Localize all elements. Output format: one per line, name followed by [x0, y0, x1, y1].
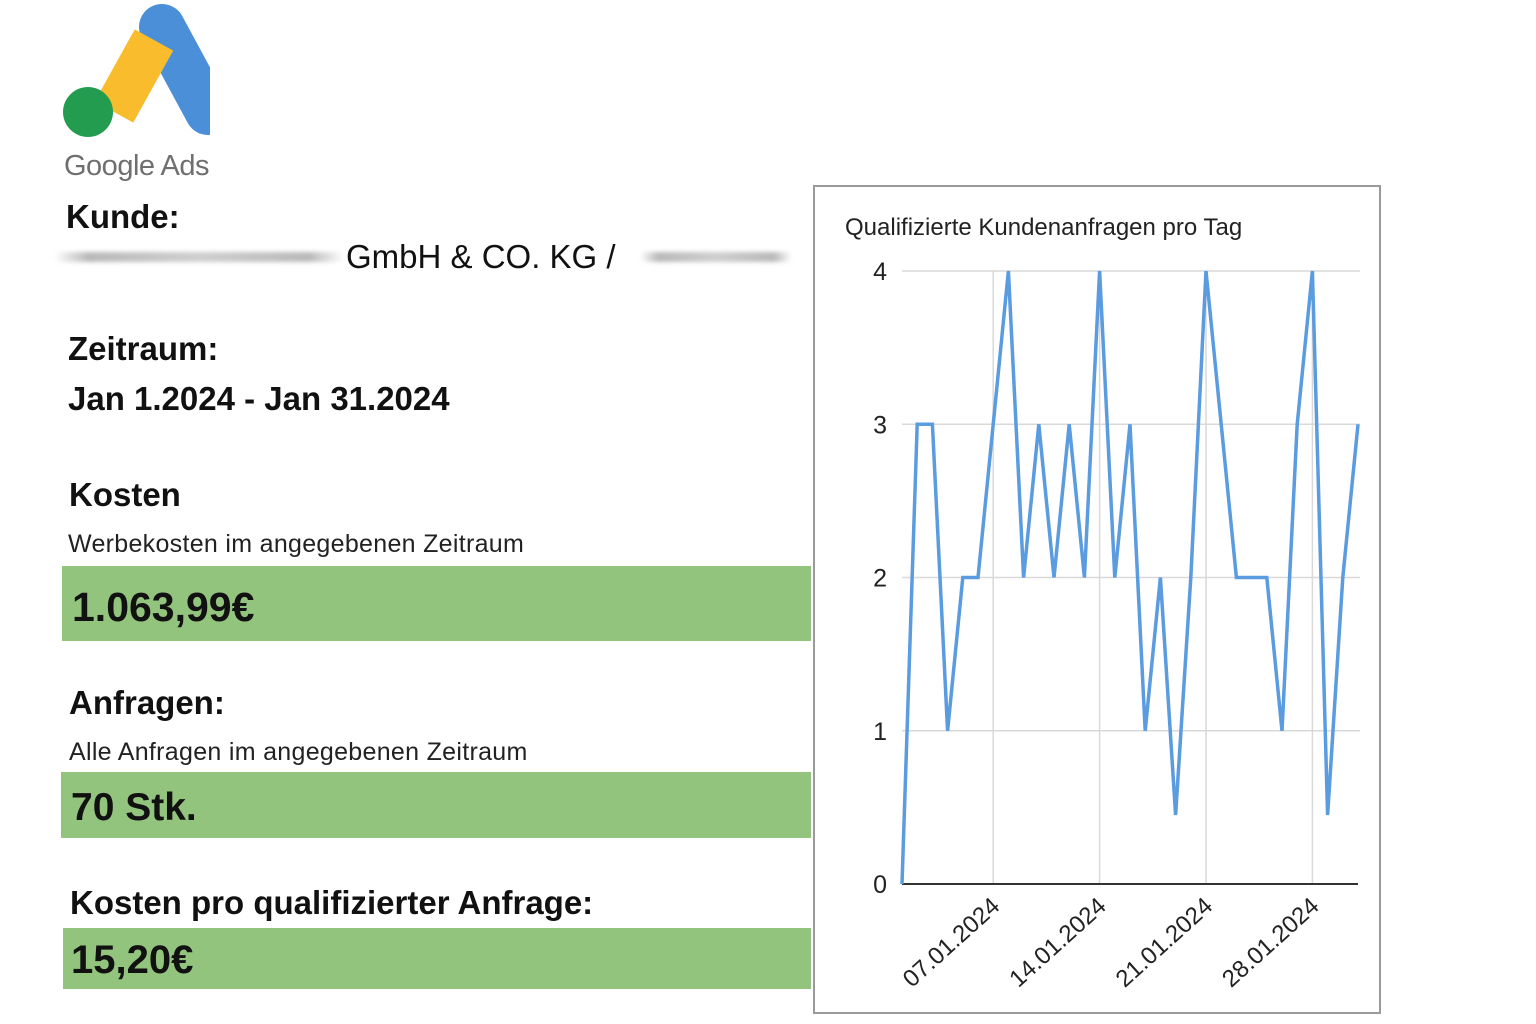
requests-description: Alle Anfragen im angegebenen Zeitraum — [69, 738, 528, 766]
series-line — [900, 270, 1360, 885]
x-tick-label: 28.01.2024 — [1217, 892, 1324, 992]
logo-blue-stroke — [139, 4, 210, 135]
client-name: GmbH & CO. KG / — [346, 238, 616, 275]
requests-box: 70 Stk. — [61, 772, 811, 838]
google-ads-logo-icon — [63, 4, 210, 137]
redacted-client-suffix — [640, 252, 792, 262]
client-name-row: GmbH & CO. KG / — [54, 238, 794, 278]
costs-description: Werbekosten im angegebenen Zeitraum — [68, 530, 525, 558]
logo-yellow-stroke — [94, 29, 174, 123]
y-tick-label: 0 — [873, 871, 887, 899]
y-tick-label: 4 — [873, 258, 887, 286]
y-tick-label: 2 — [873, 565, 887, 593]
y-tick-label: 3 — [873, 411, 887, 439]
cost-per-request-box: 15,20€ — [63, 928, 811, 989]
x-tick-label: 14.01.2024 — [1004, 892, 1111, 992]
requests-label: Anfragen: — [69, 684, 225, 721]
costs-box: 1.063,99€ — [62, 566, 811, 641]
chart-title: Qualifizierte Kundenanfragen pro Tag — [845, 214, 1242, 241]
cost-per-request-label: Kosten pro qualifizierter Anfrage: — [70, 884, 594, 921]
redacted-client-prefix — [54, 252, 344, 262]
costs-label: Kosten — [69, 476, 181, 513]
y-tick-label: 1 — [873, 718, 887, 746]
logo-green-dot — [63, 87, 113, 137]
cost-per-request-value: 15,20€ — [71, 938, 194, 982]
x-tick-label: 21.01.2024 — [1111, 892, 1218, 992]
chart-frame: Qualifizierte Kundenanfragen pro Tag 0 1 2 3… — [813, 185, 1381, 1014]
period-label: Zeitraum: — [68, 330, 219, 367]
requests-value: 70 Stk. — [71, 786, 197, 829]
costs-value: 1.063,99€ — [72, 584, 255, 630]
period-value: Jan 1.2024 - Jan 31.2024 — [68, 380, 450, 417]
logo-text: Google Ads — [64, 150, 209, 182]
client-label: Kunde: — [66, 198, 180, 235]
x-tick-label: 07.01.2024 — [898, 892, 1005, 992]
line-chart: Qualifizierte Kundenanfragen pro Tag 0 1 2 3… — [845, 214, 1360, 993]
